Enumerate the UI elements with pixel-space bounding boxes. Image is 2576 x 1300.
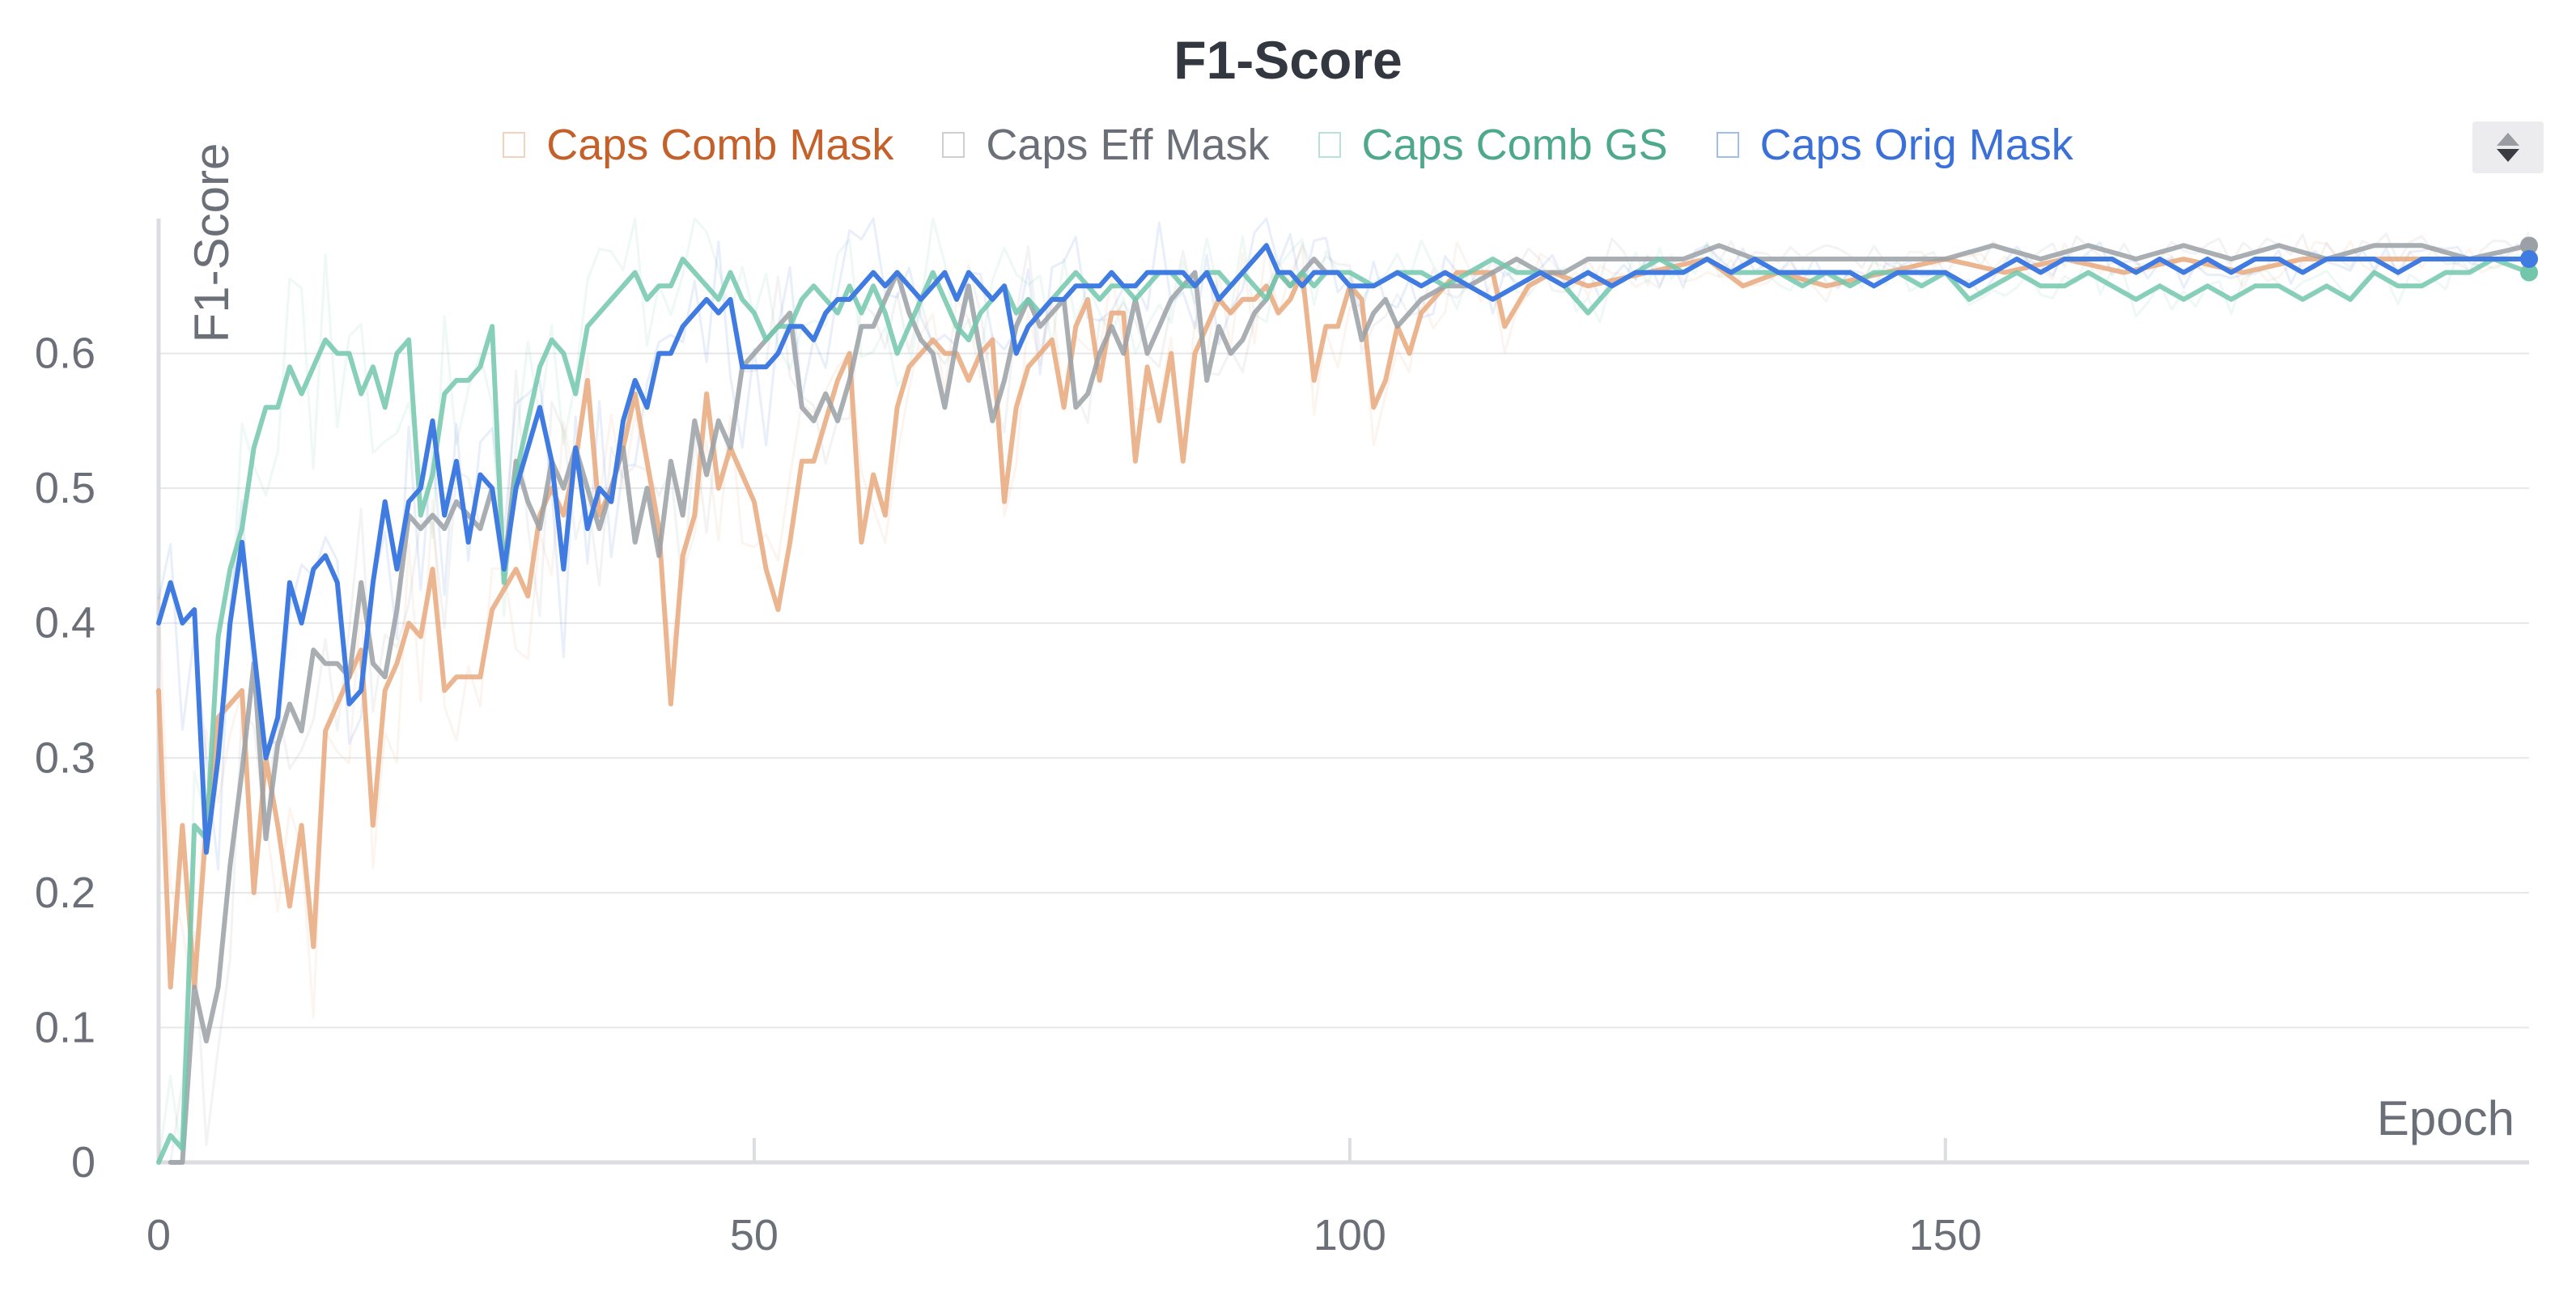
series-end-point[interactable]: [2520, 263, 2538, 282]
legend-label: Caps Orig Mask: [1759, 121, 2073, 169]
axes: 0 0.1 0.2 0.3 0.4 0.5 0.6 0 50 100 150: [35, 219, 2529, 1260]
legend-swatch-icon[interactable]: [1716, 132, 1739, 158]
y-tick-label: 0.4: [35, 599, 95, 648]
series-line[interactable]: [156, 243, 2531, 855]
y-tick-label: 0.6: [35, 329, 95, 378]
legend-swatch-icon[interactable]: [942, 132, 965, 158]
chart-title: F1-Score: [1173, 30, 1403, 90]
x-axis-title: Epoch: [2377, 1091, 2514, 1145]
legend-label: Caps Eff Mask: [986, 121, 1270, 169]
y-tick-label: 0.1: [35, 1003, 95, 1051]
legend-label: Caps Comb Mask: [546, 121, 894, 169]
grid-lines: [159, 352, 2529, 1029]
legend: Caps Comb Mask Caps Eff Mask Caps Comb G…: [0, 120, 2576, 170]
series-raw-line: [157, 217, 2530, 871]
caret-up-icon[interactable]: [2497, 133, 2519, 146]
x-tick-label: 150: [1909, 1211, 1982, 1260]
series-end-point[interactable]: [2520, 236, 2538, 255]
legend-label: Caps Comb GS: [1361, 121, 1668, 169]
y-tick-label: 0.5: [35, 464, 95, 512]
series-raw-line: [169, 232, 2531, 1163]
series-line[interactable]: [156, 257, 2531, 1165]
legend-swatch-icon[interactable]: [1318, 132, 1341, 158]
series-raw-line: [157, 240, 2531, 1018]
series-raw-line: [157, 217, 2531, 1164]
legend-item-caps-comb-gs[interactable]: Caps Comb GS: [1318, 120, 1668, 170]
y-tick-label: 0.3: [35, 733, 95, 782]
y-tick-label: 0: [71, 1138, 95, 1187]
x-tick-label: 50: [730, 1211, 779, 1260]
legend-item-caps-orig-mask[interactable]: Caps Orig Mask: [1716, 120, 2073, 170]
legend-item-caps-eff-mask[interactable]: Caps Eff Mask: [942, 120, 1270, 170]
legend-item-caps-comb-mask[interactable]: Caps Comb Mask: [503, 120, 893, 170]
y-axis-title: F1-Score: [185, 143, 239, 343]
legend-swatch-icon[interactable]: [503, 132, 526, 158]
x-tick-label: 100: [1313, 1211, 1386, 1260]
series-end-point[interactable]: [2520, 249, 2538, 268]
x-tick-label: 0: [146, 1211, 171, 1260]
legend-scroll-button[interactable]: [2472, 121, 2544, 173]
caret-down-icon[interactable]: [2497, 149, 2519, 162]
y-tick-label: 0.2: [35, 869, 95, 917]
series-lines: [156, 217, 2538, 1165]
